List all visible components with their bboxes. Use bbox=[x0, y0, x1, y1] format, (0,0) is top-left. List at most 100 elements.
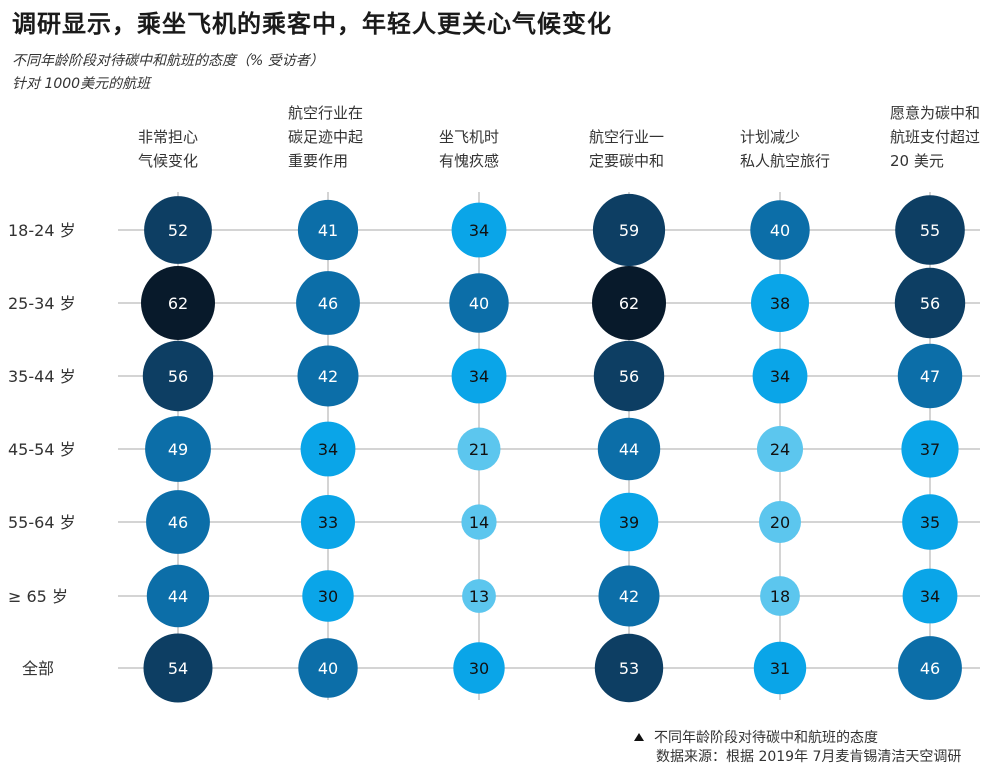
bubble-value-label: 46 bbox=[318, 294, 338, 313]
bubble-value-label: 39 bbox=[619, 513, 639, 532]
bubble-circle bbox=[752, 348, 808, 404]
bubble: 49 bbox=[145, 416, 211, 482]
bubble-value-label: 56 bbox=[920, 294, 940, 313]
bubble-circle bbox=[142, 340, 214, 412]
bubble-circle bbox=[750, 200, 810, 260]
bubble: 21 bbox=[457, 427, 501, 471]
bubble-value-label: 14 bbox=[469, 513, 489, 532]
column-label: 航空行业一 bbox=[589, 128, 664, 146]
bubble-circle bbox=[143, 633, 213, 703]
bubble: 34 bbox=[752, 348, 808, 404]
bubble: 34 bbox=[300, 421, 356, 477]
bubble: 56 bbox=[142, 340, 214, 412]
bubble-circle bbox=[453, 642, 505, 694]
bubble-value-label: 13 bbox=[469, 587, 489, 606]
bubble: 33 bbox=[301, 495, 355, 549]
bubble-value-label: 38 bbox=[770, 294, 790, 313]
column-label: 20 美元 bbox=[890, 152, 944, 170]
bubble: 62 bbox=[141, 266, 215, 340]
bubble-value-label: 30 bbox=[318, 587, 338, 606]
bubble: 47 bbox=[897, 343, 963, 409]
bubble-circle bbox=[451, 202, 507, 258]
bubble-value-label: 41 bbox=[318, 221, 338, 240]
chart-subtitle: 不同年龄阶段对待碳中和航班的态度（% 受访者） bbox=[12, 53, 324, 69]
bubble: 31 bbox=[753, 641, 807, 695]
row-label: 35-44 岁 bbox=[8, 367, 76, 386]
bubble-circle bbox=[751, 274, 809, 332]
bubble: 46 bbox=[296, 271, 360, 335]
bubble: 30 bbox=[453, 642, 505, 694]
bubble-circle bbox=[145, 416, 211, 482]
bubble-circle bbox=[898, 636, 962, 700]
bubble-circle bbox=[461, 504, 497, 540]
row-label: 全部 bbox=[22, 659, 54, 678]
bubble: 40 bbox=[449, 273, 509, 333]
bubble: 59 bbox=[592, 193, 666, 267]
bubble-circle bbox=[895, 195, 965, 265]
bubble: 39 bbox=[599, 492, 659, 552]
bubble: 56 bbox=[593, 340, 665, 412]
bubble-circle bbox=[297, 345, 359, 407]
row-label: 45-54 岁 bbox=[8, 440, 76, 459]
row-labels: 18-24 岁 25-34 岁 35-44 岁 45-54 岁 55-64 岁 ≥ 65 … bbox=[8, 221, 76, 678]
bubble-circle bbox=[296, 271, 360, 335]
bubble-circle bbox=[902, 494, 958, 550]
bubble-value-label: 46 bbox=[168, 513, 188, 532]
bubble-circle bbox=[457, 427, 501, 471]
column-label: 计划减少 bbox=[740, 128, 800, 146]
bubble: 38 bbox=[751, 274, 809, 332]
footer-legend-text: 不同年龄阶段对待碳中和航班的态度 bbox=[654, 730, 878, 746]
bubble: 37 bbox=[901, 420, 959, 478]
bubble-circle bbox=[599, 492, 659, 552]
bubble: 20 bbox=[759, 501, 801, 543]
bubble: 46 bbox=[898, 636, 962, 700]
bubble-circle bbox=[592, 193, 666, 267]
bubble-value-label: 20 bbox=[770, 513, 790, 532]
bubble-value-label: 34 bbox=[318, 440, 338, 459]
bubble-value-label: 56 bbox=[619, 367, 639, 386]
column-label: 愿意为碳中和 bbox=[890, 104, 980, 122]
bubble: 41 bbox=[297, 199, 359, 261]
bubble-value-label: 44 bbox=[168, 587, 188, 606]
row-label: 18-24 岁 bbox=[8, 221, 76, 240]
bubble: 42 bbox=[297, 345, 359, 407]
bubble-value-label: 40 bbox=[469, 294, 489, 313]
bubble-circle bbox=[144, 196, 212, 264]
bubble-value-label: 42 bbox=[318, 367, 338, 386]
bubble-circle bbox=[593, 340, 665, 412]
bubble-value-label: 52 bbox=[168, 221, 188, 240]
column-label: 气候变化 bbox=[138, 152, 198, 170]
column-label: 碳足迹中起 bbox=[288, 128, 363, 146]
gridlines bbox=[118, 192, 980, 700]
bubble-value-label: 37 bbox=[920, 440, 940, 459]
bubble: 53 bbox=[594, 633, 664, 703]
bubble-value-label: 54 bbox=[168, 659, 188, 678]
column-label: 定要碳中和 bbox=[589, 152, 664, 170]
bubble: 24 bbox=[757, 426, 803, 472]
bubble: 42 bbox=[598, 565, 660, 627]
bubble-circle bbox=[597, 417, 661, 481]
bubble-value-label: 40 bbox=[318, 659, 338, 678]
bubble-value-label: 33 bbox=[318, 513, 338, 532]
row-label: ≥ 65 岁 bbox=[8, 587, 68, 606]
column-label: 有愧疚感 bbox=[439, 152, 499, 170]
bubble-circle bbox=[753, 641, 807, 695]
bubble-value-label: 24 bbox=[770, 440, 790, 459]
bubble: 13 bbox=[462, 579, 496, 613]
bubble: 44 bbox=[597, 417, 661, 481]
bubble-circle bbox=[297, 199, 359, 261]
bubble-circle bbox=[300, 421, 356, 477]
bubble-value-label: 44 bbox=[619, 440, 639, 459]
bubble: 52 bbox=[144, 196, 212, 264]
bubble-value-label: 47 bbox=[920, 367, 940, 386]
bubble: 54 bbox=[143, 633, 213, 703]
bubble-value-label: 34 bbox=[920, 587, 940, 606]
bubble: 34 bbox=[451, 348, 507, 404]
bubble: 44 bbox=[146, 564, 210, 628]
bubble-value-label: 49 bbox=[168, 440, 188, 459]
column-label: 私人航空旅行 bbox=[740, 152, 830, 170]
bubble-value-label: 42 bbox=[619, 587, 639, 606]
bubble: 34 bbox=[451, 202, 507, 258]
bubble-value-label: 31 bbox=[770, 659, 790, 678]
